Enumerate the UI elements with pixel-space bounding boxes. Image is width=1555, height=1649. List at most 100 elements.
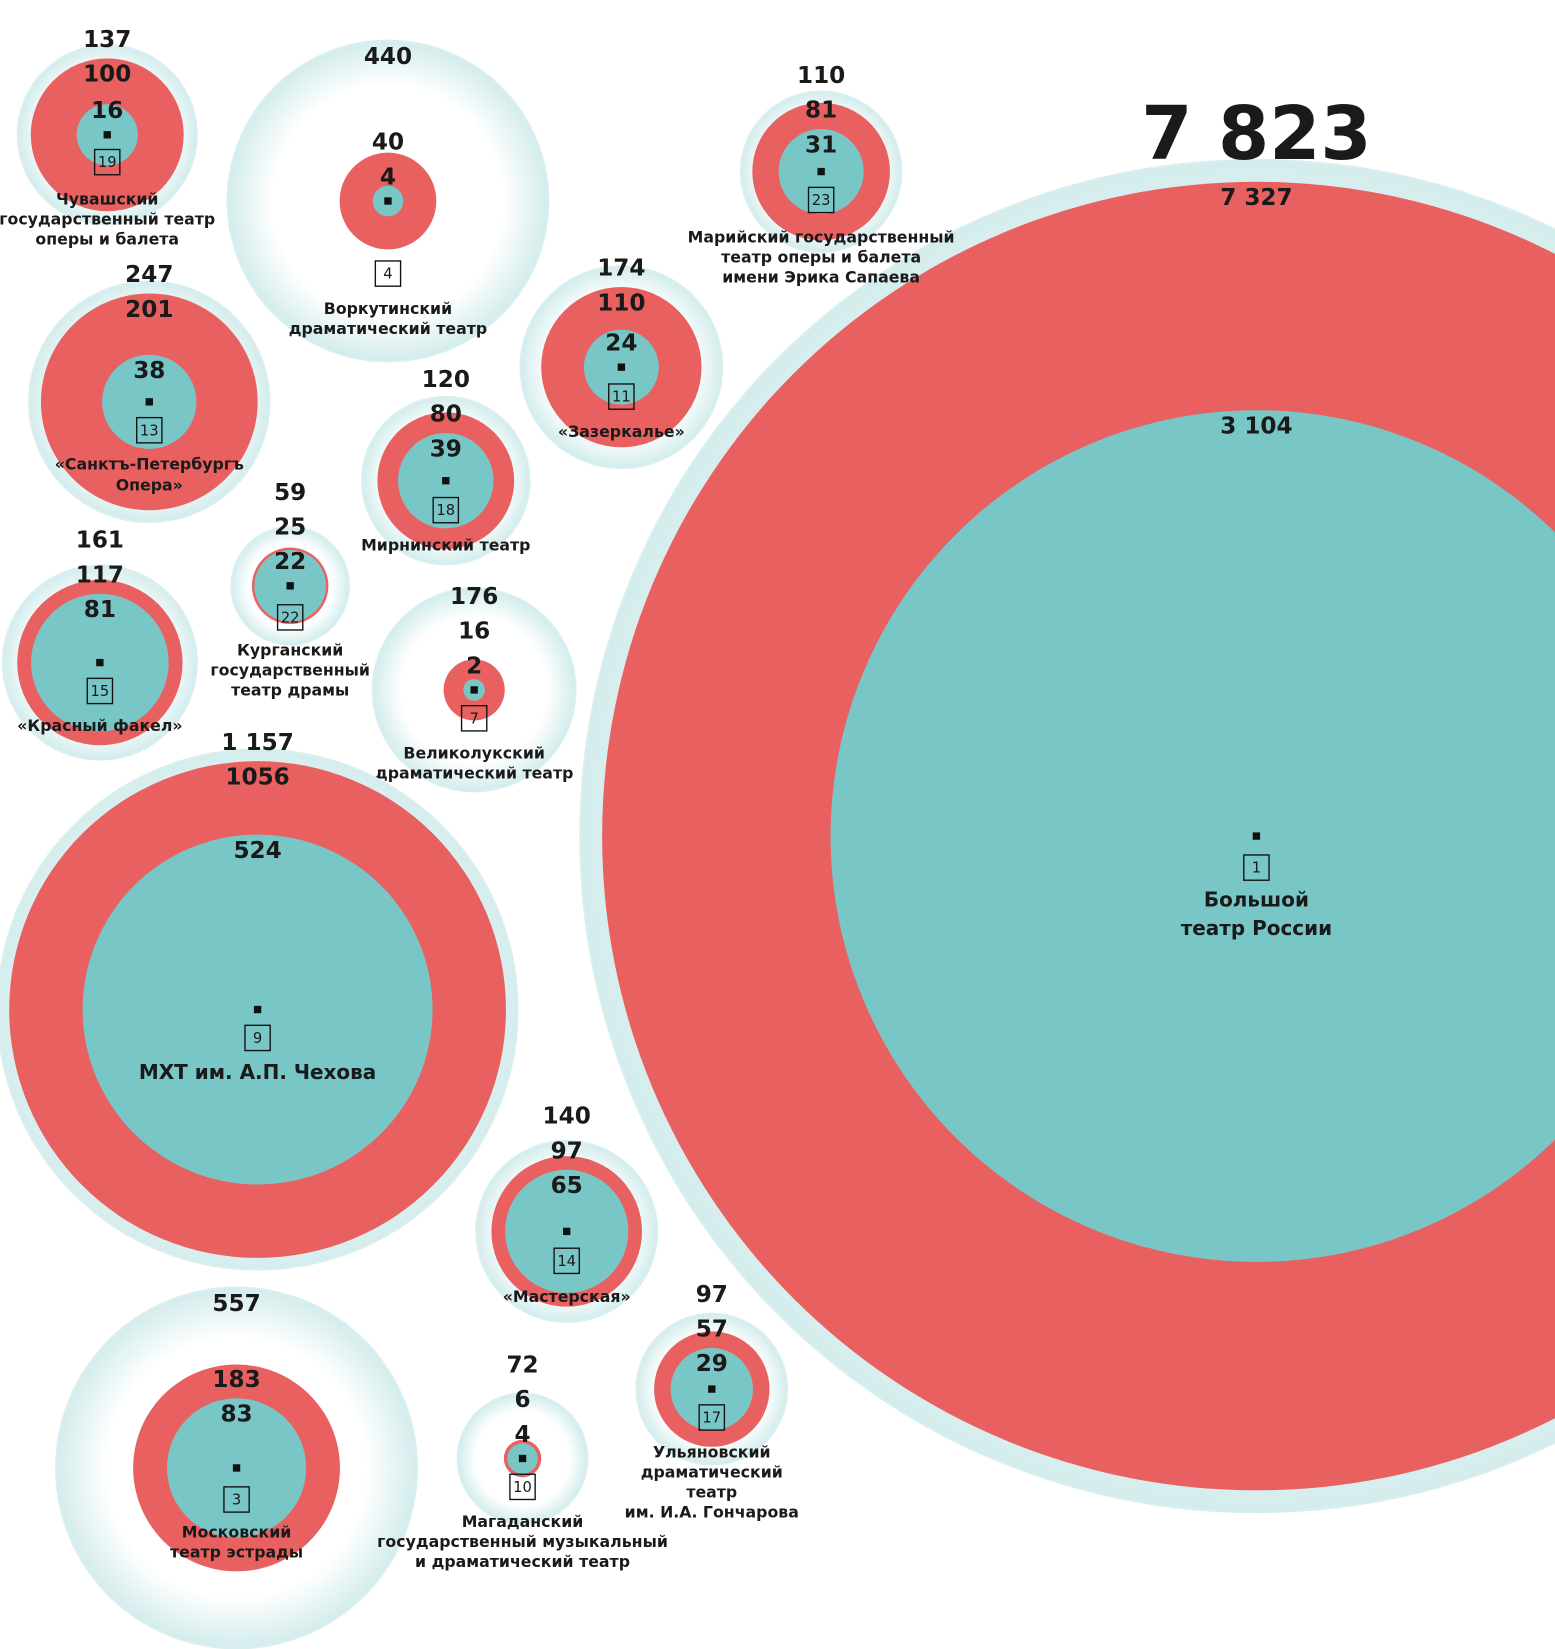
value-label: 247 [125, 262, 173, 288]
inner-circle [830, 410, 1555, 1262]
theatre-name: «Санктъ-Петербургъ [55, 454, 244, 473]
value-label: 16 [458, 619, 490, 645]
value-label: 110 [597, 290, 645, 316]
value-label: 440 [364, 44, 412, 70]
theatre-name: Воркутинский [324, 299, 452, 318]
theatre-name: государственный [210, 660, 370, 679]
value-label: 110 [797, 63, 845, 89]
theatre-name: Ульяновский [653, 1443, 771, 1462]
rank-box [244, 1024, 271, 1052]
value-label: 6 [514, 1387, 530, 1413]
rank-label: 22 [281, 609, 300, 626]
value-label: 524 [233, 838, 281, 864]
value-label: 140 [543, 1104, 591, 1130]
value-label: 161 [76, 528, 124, 554]
rank-box [93, 148, 121, 176]
value-label: 1 157 [221, 730, 293, 756]
rank-box [553, 1247, 580, 1275]
value-label: 7 327 [1220, 185, 1292, 211]
center-dot [470, 686, 478, 694]
theatre-name: театр эстрады [170, 1543, 303, 1562]
rank-box [608, 383, 635, 410]
value-label: 22 [274, 549, 306, 575]
rank-box [1243, 854, 1270, 881]
value-label: 100 [83, 62, 131, 88]
value-label: 183 [212, 1367, 260, 1393]
center-dot [103, 131, 111, 139]
rank-label: 3 [232, 1492, 241, 1509]
center-dot [145, 398, 153, 406]
value-label: 81 [805, 98, 837, 124]
value-label: 176 [450, 584, 498, 610]
value-label: 174 [597, 256, 645, 282]
theatre-name: государственный театр [0, 209, 215, 228]
center-dot [96, 658, 104, 667]
rank-label: 19 [98, 154, 117, 171]
rank-box [698, 1404, 726, 1431]
theatre-name: имени Эрика Сапаева [722, 267, 920, 286]
value-label: 40 [372, 130, 404, 156]
rank-box [86, 677, 114, 705]
value-label: 39 [430, 436, 462, 462]
center-dot [442, 477, 450, 485]
rank-label: 1 [1252, 860, 1261, 877]
rank-box [509, 1473, 536, 1501]
value-label: 83 [220, 1402, 252, 1428]
theatre-name: и драматический театр [415, 1552, 630, 1571]
theatre-name: государственный музыкальный [377, 1532, 668, 1551]
center-dot [286, 582, 294, 590]
theatre-name: Московский [182, 1523, 292, 1542]
rank-label: 14 [557, 1253, 576, 1270]
value-label: 57 [696, 1317, 728, 1343]
center-dot [253, 1005, 262, 1014]
center-dot [384, 197, 392, 205]
theatre-name: «Мастерская» [503, 1287, 631, 1306]
value-label: 38 [133, 358, 165, 384]
rank-label: 10 [513, 1479, 532, 1496]
value-label: 65 [551, 1173, 583, 1199]
center-dot [518, 1454, 527, 1463]
value-label: 120 [422, 367, 470, 393]
rank-label: 15 [91, 683, 110, 700]
rank-label: 9 [253, 1030, 262, 1047]
theatre-name: театр оперы и балета [721, 247, 921, 266]
value-label: 7 823 [1141, 92, 1371, 177]
center-dot [617, 363, 626, 371]
theatre-name: МХТ им. А.П. Чехова [139, 1060, 376, 1084]
value-label: 201 [125, 297, 173, 323]
value-label: 59 [274, 480, 306, 506]
theatre-name: Мирнинский театр [361, 535, 530, 554]
theatre-name: Большой [1204, 888, 1309, 912]
value-label: 25 [274, 515, 306, 541]
theatre-name: театр драмы [231, 680, 349, 699]
rank-label: 18 [436, 502, 455, 519]
center-dot [232, 1464, 241, 1472]
value-label: 1056 [225, 764, 289, 790]
theatre-name: Великолукский [403, 744, 545, 763]
value-label: 24 [605, 331, 637, 357]
center-dot [563, 1227, 571, 1236]
rank-label: 17 [702, 1410, 721, 1427]
theatre-name: «Зазеркалье» [558, 422, 685, 441]
center-dot [817, 167, 825, 176]
value-label: 29 [696, 1351, 728, 1377]
value-label: 4 [380, 164, 396, 190]
theatre-name: оперы и балета [35, 229, 179, 248]
theatre-name: драматический [641, 1463, 783, 1482]
theatre-name: им. И.А. Гончарова [625, 1503, 799, 1522]
rank-box [807, 186, 835, 214]
theatre-name: театр [686, 1483, 737, 1502]
value-label: 4 [514, 1422, 530, 1448]
value-label: 557 [212, 1291, 260, 1317]
theatre-name: драматический театр [289, 319, 487, 338]
value-label: 97 [551, 1138, 583, 1164]
theatre-name: Курганский [237, 641, 343, 660]
theatre-name: Марийский государственный [688, 227, 955, 246]
rank-box [460, 705, 488, 732]
value-label: 2 [466, 653, 482, 679]
rank-box [135, 416, 163, 444]
value-label: 16 [91, 98, 123, 124]
value-label: 80 [430, 402, 462, 428]
theatre-name: «Красный факел» [17, 716, 182, 735]
